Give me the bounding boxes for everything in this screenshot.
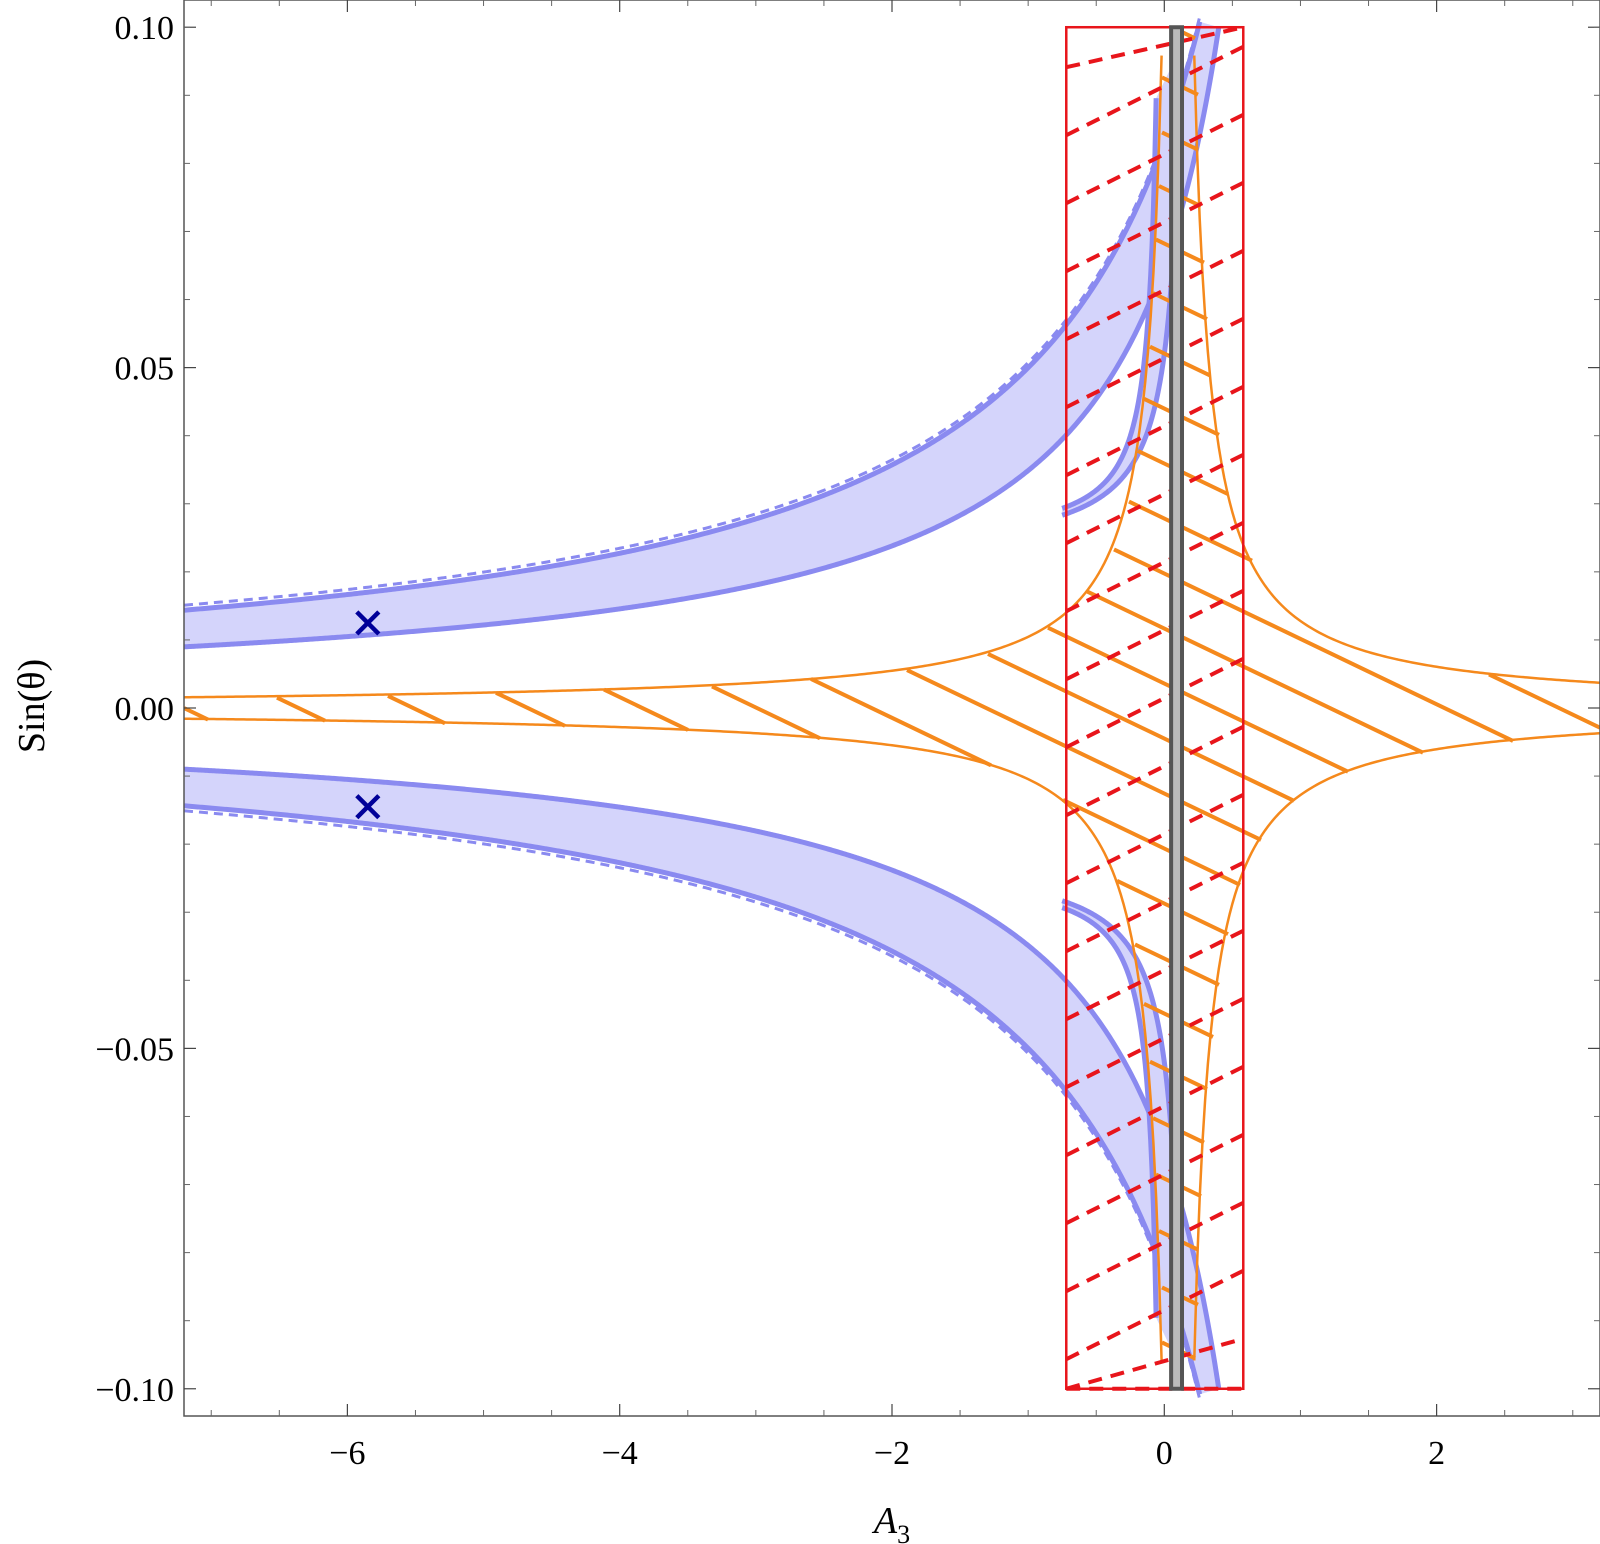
inner-band-lower-fill (1062, 900, 1181, 1369)
red-hatch-line (1065, 656, 1245, 750)
red-hatch-line (1065, 112, 1245, 206)
orange-hatch-line (1086, 589, 1424, 755)
orange-hatch-line (387, 694, 446, 726)
orange-boundary-2 (184, 717, 1163, 1361)
orange-boundary-3 (1193, 732, 1600, 1361)
orange-hatch-line (184, 706, 209, 722)
orange-hatch-line (711, 684, 821, 741)
inner-band-upper-fill (1062, 47, 1181, 516)
orange-hatch-line (276, 695, 326, 723)
red-hatch-line (1065, 384, 1245, 478)
red-hatch-line (1065, 25, 1244, 70)
red-dashed-box (1065, 25, 1245, 1391)
orange-hatch-line (603, 687, 689, 732)
x-axis: −6 −4 −2 0 2 (210, 0, 1574, 1472)
x-tick-label: 0 (1156, 1435, 1173, 1472)
x-tick-label: −2 (874, 1435, 910, 1472)
red-hatch-line (1065, 1064, 1245, 1158)
orange-hatch-line (987, 652, 1295, 803)
red-hatch-line (1065, 1268, 1245, 1362)
red-box-frame (1065, 25, 1245, 1391)
y-axis: −0.10 −0.05 0.00 0.05 0.10 (95, 10, 1600, 1409)
band-lower-dashed-outer (184, 809, 1202, 1400)
band-upper-edge-inner (184, 26, 1222, 650)
red-hatch-line (1065, 180, 1245, 274)
red-hatch-line (1065, 928, 1245, 1022)
plot-frame (183, 0, 1600, 1417)
red-hatch-line (1065, 860, 1245, 954)
gray-band-rect (1169, 25, 1185, 1391)
band-upper-fill (184, 21, 1219, 647)
y-tick-label: 0.10 (115, 10, 175, 47)
red-hatch-line (1065, 44, 1245, 138)
orange-hatch-line (1128, 499, 1253, 563)
x-axis-title-main: A (871, 1500, 898, 1542)
band-upper-dashed-outer (184, 16, 1202, 607)
red-hatch-line (1065, 996, 1245, 1090)
y-tick-label: 0.00 (115, 691, 175, 728)
x-tick-label: −4 (602, 1435, 638, 1472)
red-hatch-line (1065, 248, 1245, 342)
orange-hatched-region (184, 26, 1600, 1361)
y-tick-label: −0.05 (95, 1031, 174, 1068)
y-axis-title: Sin(θ) (11, 659, 53, 753)
red-hatch-line (1065, 792, 1245, 886)
orange-hatch-line (1488, 672, 1600, 730)
red-hatch-line (1065, 1336, 1244, 1391)
x-marker-stroke-b (355, 794, 381, 820)
band-lower-fill (184, 769, 1219, 1395)
inner-band-upper-edge-2 (1061, 98, 1159, 511)
y-tick-label: 0.05 (115, 351, 175, 388)
markers (355, 610, 381, 820)
inner-band-upper-edge (1061, 47, 1184, 518)
band-upper-edge-outer (184, 21, 1203, 613)
red-hatch-line (1065, 316, 1245, 410)
x-tick-label: 2 (1428, 1435, 1445, 1472)
y-tick-label: −0.10 (95, 1372, 174, 1409)
x-axis-title-sub: 3 (897, 1520, 910, 1544)
inner-band-lower-edge-2 (1061, 905, 1159, 1318)
red-hatch-line (1065, 520, 1245, 614)
x-tick-label: −6 (329, 1435, 365, 1472)
gray-band (1169, 25, 1185, 1391)
orange-hatch-line (810, 677, 992, 768)
orange-hatch-line (495, 690, 566, 728)
red-hatch-line (1065, 1132, 1245, 1226)
blue-bands (184, 16, 1222, 1400)
red-hatch-line (1065, 588, 1245, 682)
red-hatch-line (1065, 452, 1245, 546)
orange-boundary-0 (184, 55, 1163, 699)
inner-band-lower-edge (1061, 898, 1184, 1369)
band-lower-edge-inner (184, 766, 1222, 1390)
x-marker-stroke-b (355, 610, 381, 636)
orange-hatch-line (906, 668, 1262, 842)
red-hatch-line (1065, 724, 1245, 818)
orange-hatch-line (1047, 625, 1349, 774)
orange-boundary-1 (1193, 55, 1600, 684)
x-axis-title: A3 (871, 1500, 910, 1544)
band-lower-edge-outer (184, 803, 1203, 1395)
red-hatch-line (1065, 1200, 1245, 1294)
